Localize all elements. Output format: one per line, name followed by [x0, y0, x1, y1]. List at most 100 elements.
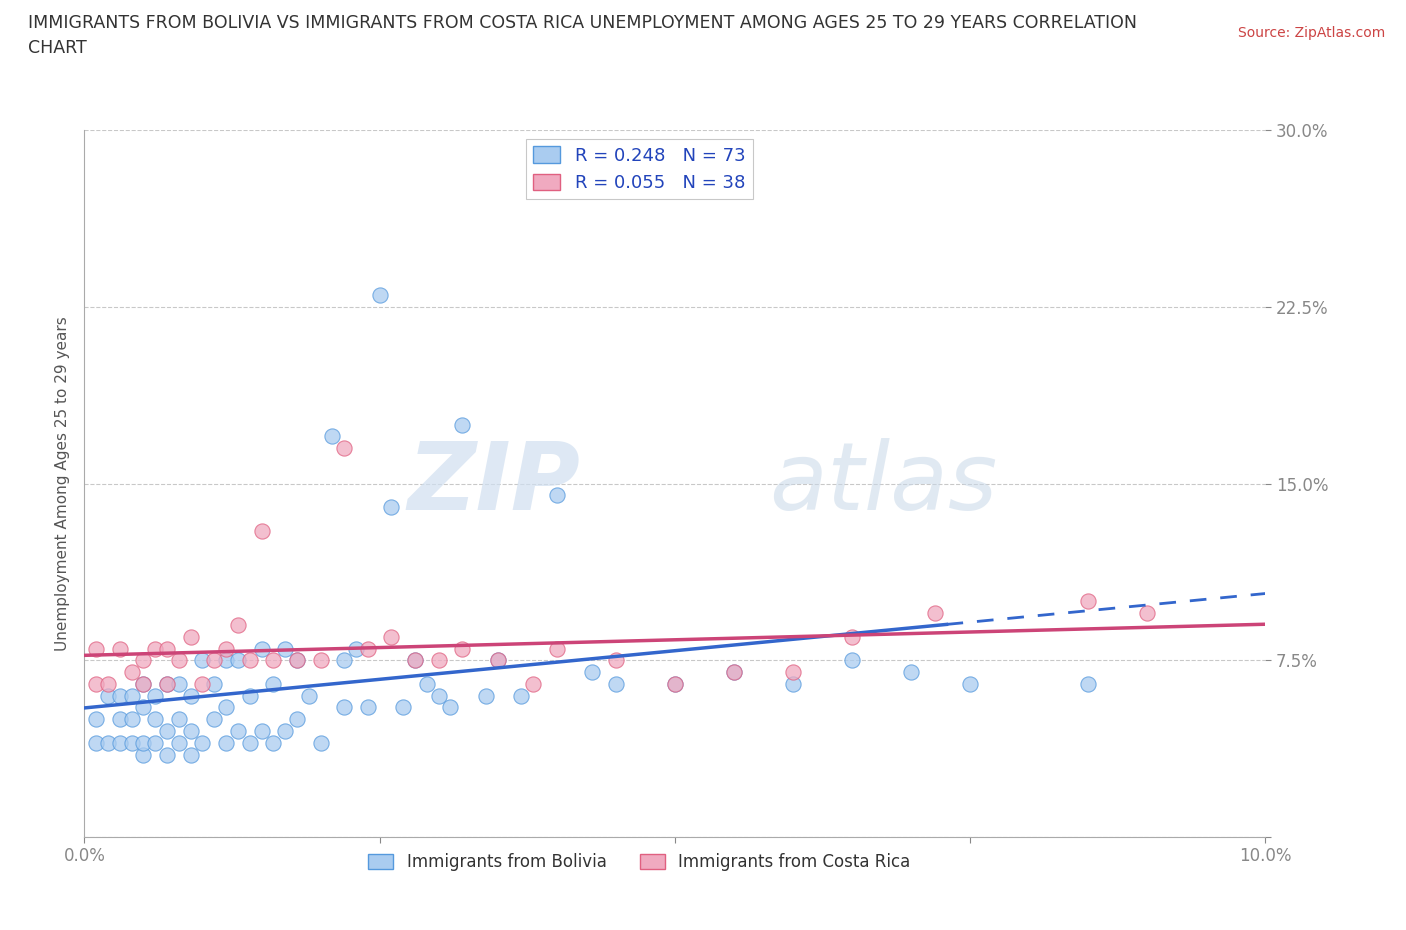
Point	[1077, 594, 1099, 609]
Point	[167, 676, 190, 691]
Point	[475, 688, 498, 703]
Point	[522, 676, 544, 691]
Point	[416, 676, 439, 691]
Point	[510, 688, 533, 703]
Point	[215, 700, 238, 715]
Point	[180, 630, 202, 644]
Point	[132, 676, 155, 691]
Point	[143, 736, 166, 751]
Point	[605, 653, 627, 668]
Point	[84, 641, 107, 656]
Point	[404, 653, 426, 668]
Point	[84, 676, 107, 691]
Point	[546, 488, 568, 503]
Point	[309, 736, 332, 751]
Point	[344, 641, 367, 656]
Point	[900, 665, 922, 680]
Point	[156, 676, 179, 691]
Point	[239, 736, 262, 751]
Point	[97, 688, 120, 703]
Point	[84, 711, 107, 726]
Point	[97, 676, 120, 691]
Point	[1136, 605, 1159, 620]
Point	[156, 641, 179, 656]
Point	[191, 676, 214, 691]
Point	[121, 736, 143, 751]
Point	[226, 618, 249, 632]
Legend: Immigrants from Bolivia, Immigrants from Costa Rica: Immigrants from Bolivia, Immigrants from…	[361, 847, 917, 878]
Point	[191, 736, 214, 751]
Point	[723, 665, 745, 680]
Point	[132, 736, 155, 751]
Point	[108, 641, 131, 656]
Point	[404, 653, 426, 668]
Point	[380, 499, 402, 514]
Point	[664, 676, 686, 691]
Point	[202, 653, 225, 668]
Point	[357, 641, 380, 656]
Point	[782, 665, 804, 680]
Point	[202, 711, 225, 726]
Point	[546, 641, 568, 656]
Point	[664, 676, 686, 691]
Text: Source: ZipAtlas.com: Source: ZipAtlas.com	[1237, 26, 1385, 40]
Point	[427, 653, 450, 668]
Point	[368, 287, 391, 302]
Point	[121, 688, 143, 703]
Point	[262, 653, 284, 668]
Point	[841, 630, 863, 644]
Point	[285, 653, 308, 668]
Point	[605, 676, 627, 691]
Point	[156, 676, 179, 691]
Point	[392, 700, 415, 715]
Point	[97, 736, 120, 751]
Point	[451, 418, 474, 432]
Point	[486, 653, 509, 668]
Point	[167, 711, 190, 726]
Point	[180, 688, 202, 703]
Point	[285, 653, 308, 668]
Point	[156, 724, 179, 738]
Point	[156, 747, 179, 762]
Point	[202, 676, 225, 691]
Point	[298, 688, 321, 703]
Point	[226, 653, 249, 668]
Point	[427, 688, 450, 703]
Point	[215, 736, 238, 751]
Point	[782, 676, 804, 691]
Point	[239, 688, 262, 703]
Point	[321, 429, 343, 444]
Point	[723, 665, 745, 680]
Point	[132, 653, 155, 668]
Point	[262, 676, 284, 691]
Point	[309, 653, 332, 668]
Point	[143, 688, 166, 703]
Point	[357, 700, 380, 715]
Point	[191, 653, 214, 668]
Point	[108, 711, 131, 726]
Point	[167, 736, 190, 751]
Y-axis label: Unemployment Among Ages 25 to 29 years: Unemployment Among Ages 25 to 29 years	[55, 316, 70, 651]
Point	[143, 711, 166, 726]
Point	[250, 524, 273, 538]
Point	[132, 700, 155, 715]
Point	[333, 441, 356, 456]
Text: atlas: atlas	[769, 438, 998, 529]
Point	[959, 676, 981, 691]
Point	[439, 700, 461, 715]
Point	[841, 653, 863, 668]
Point	[451, 641, 474, 656]
Point	[121, 711, 143, 726]
Point	[132, 747, 155, 762]
Point	[274, 724, 297, 738]
Point	[274, 641, 297, 656]
Point	[285, 711, 308, 726]
Point	[924, 605, 946, 620]
Point	[84, 736, 107, 751]
Point	[108, 736, 131, 751]
Point	[250, 724, 273, 738]
Point	[333, 653, 356, 668]
Point	[180, 747, 202, 762]
Point	[1077, 676, 1099, 691]
Point	[215, 641, 238, 656]
